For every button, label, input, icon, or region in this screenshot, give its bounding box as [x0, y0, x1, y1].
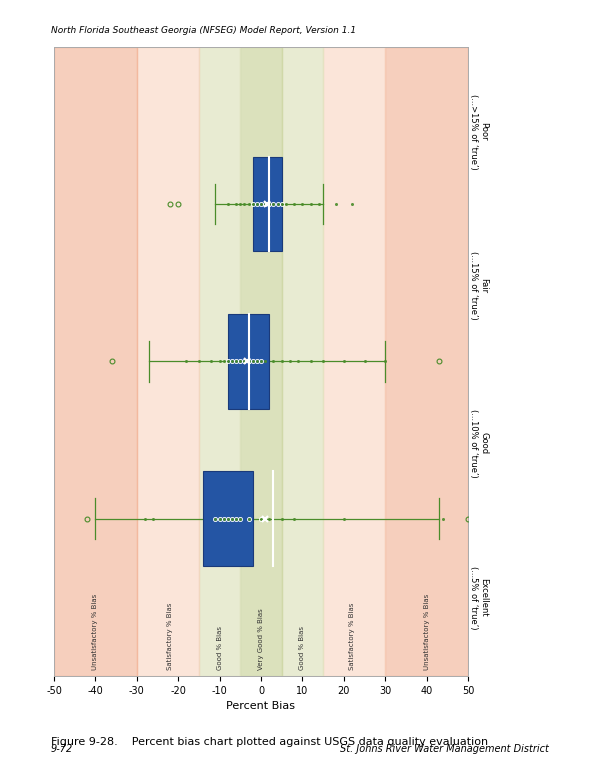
- Text: Very Good % Bias: Very Good % Bias: [258, 608, 264, 670]
- Text: Satisfactory % Bias: Satisfactory % Bias: [349, 602, 355, 670]
- Bar: [385, 47, 468, 676]
- Bar: [203, 472, 253, 566]
- Bar: [137, 47, 199, 676]
- Bar: [253, 157, 282, 251]
- Text: Unsatisfactory % Bias: Unsatisfactory % Bias: [424, 594, 430, 670]
- Text: Good % Bias: Good % Bias: [299, 625, 305, 670]
- Text: Unsatisfactory % Bias: Unsatisfactory % Bias: [92, 594, 98, 670]
- Bar: [199, 47, 240, 676]
- Text: Satisfactory % Bias: Satisfactory % Bias: [167, 602, 173, 670]
- Bar: [54, 47, 137, 676]
- Text: 9-72: 9-72: [51, 744, 73, 754]
- Bar: [282, 47, 323, 676]
- Text: St. Johns River Water Management District: St. Johns River Water Management Distric…: [340, 744, 549, 754]
- X-axis label: Percent Bias: Percent Bias: [227, 702, 296, 711]
- Bar: [240, 47, 282, 676]
- Bar: [323, 47, 385, 676]
- Bar: [228, 314, 269, 409]
- Text: Good % Bias: Good % Bias: [217, 625, 223, 670]
- Text: North Florida Southeast Georgia (NFSEG) Model Report, Version 1.1: North Florida Southeast Georgia (NFSEG) …: [51, 26, 356, 36]
- Text: Figure 9-28.    Percent bias chart plotted against USGS data quality evaluation: Figure 9-28. Percent bias chart plotted …: [51, 737, 488, 747]
